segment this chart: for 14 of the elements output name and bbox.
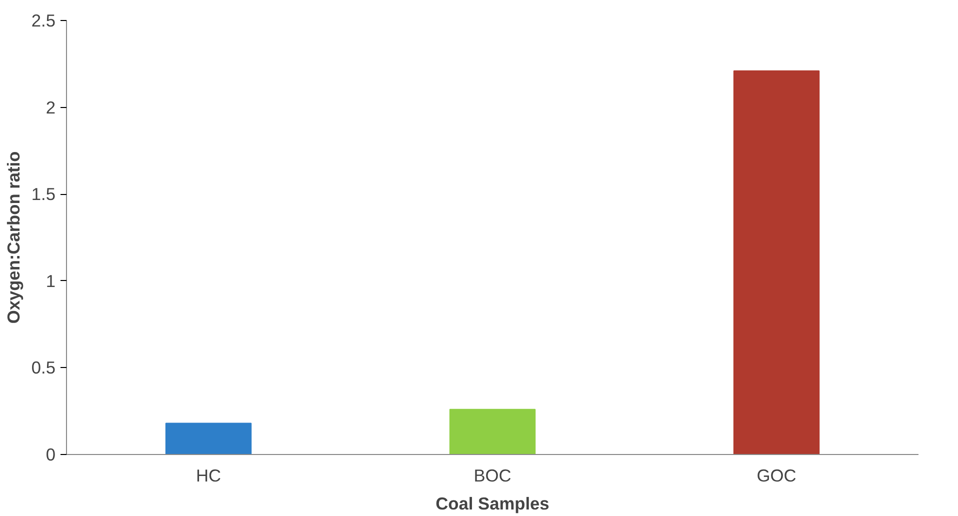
- y-tick-label: 0.5: [31, 358, 56, 378]
- y-tick-label: 2.5: [31, 10, 56, 30]
- bar: [733, 70, 820, 454]
- bar: [165, 422, 252, 454]
- y-tick-label: 0: [46, 444, 56, 464]
- y-axis-title: Oxygen:Carbon ratio: [3, 151, 24, 324]
- x-tick-label: BOC: [474, 466, 512, 486]
- x-tick-label: HC: [196, 466, 222, 486]
- y-tick-label: 1: [46, 270, 56, 291]
- x-tick-label: GOC: [756, 466, 796, 486]
- bar: [449, 408, 536, 454]
- y-tick-label: 1.5: [31, 184, 56, 204]
- y-tick-label: 2: [46, 97, 56, 118]
- x-axis-title: Coal Samples: [436, 494, 550, 514]
